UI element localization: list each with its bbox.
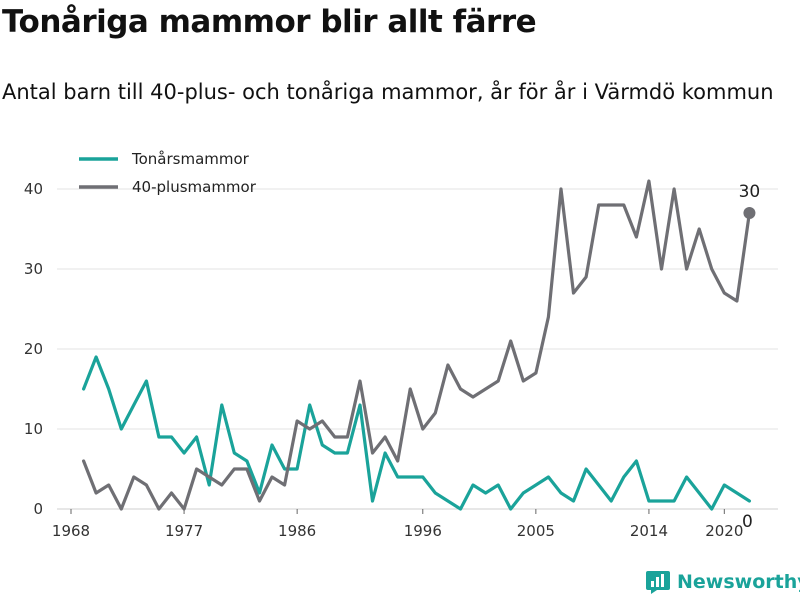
end-label-teen: 0 [742,512,753,532]
line-chart: 0 10 20 30 40 1968 1977 1986 1996 2005 2014 2020 T… [24,150,778,540]
chart-subtitle: Antal barn till 40-plus- och tonåriga ma… [2,80,774,104]
x-tick-label: 1977 [165,522,203,540]
series-line-1 [81,179,752,511]
end-labels: 30 0 [739,182,761,532]
y-tick-label: 40 [24,180,43,198]
x-axis-ticks: 1968 1977 1986 1996 2005 2014 2020 [52,509,743,540]
y-tick-label: 10 [24,420,43,438]
legend-label: 40-plusmammor [132,178,257,196]
legend: Tonårsmammor 40-plusmammor [79,150,257,196]
y-tick-label: 0 [33,500,43,518]
series-line-0 [81,355,752,511]
y-tick-label: 30 [24,260,43,278]
x-tick-label: 2014 [630,522,668,540]
newsworthy-logo-icon [646,571,670,594]
x-tick-label: 1996 [404,522,442,540]
newsworthy-brand: Newsworthy [645,569,800,595]
legend-label: Tonårsmammor [131,150,250,168]
end-label-40-plus: 30 [739,182,761,202]
x-tick-label: 2020 [705,522,743,540]
end-point-marker [743,207,756,219]
y-axis-ticks: 0 10 20 30 40 [24,180,43,518]
x-tick-label: 1986 [278,522,316,540]
chart-title: Tonåriga mammor blir allt färre [2,4,537,40]
x-tick-label: 2005 [517,522,555,540]
series-lines [81,179,756,511]
gridlines [57,188,778,510]
y-tick-label: 20 [24,340,43,358]
x-tick-label: 1968 [52,522,90,540]
brand-name: Newsworthy [677,571,800,593]
